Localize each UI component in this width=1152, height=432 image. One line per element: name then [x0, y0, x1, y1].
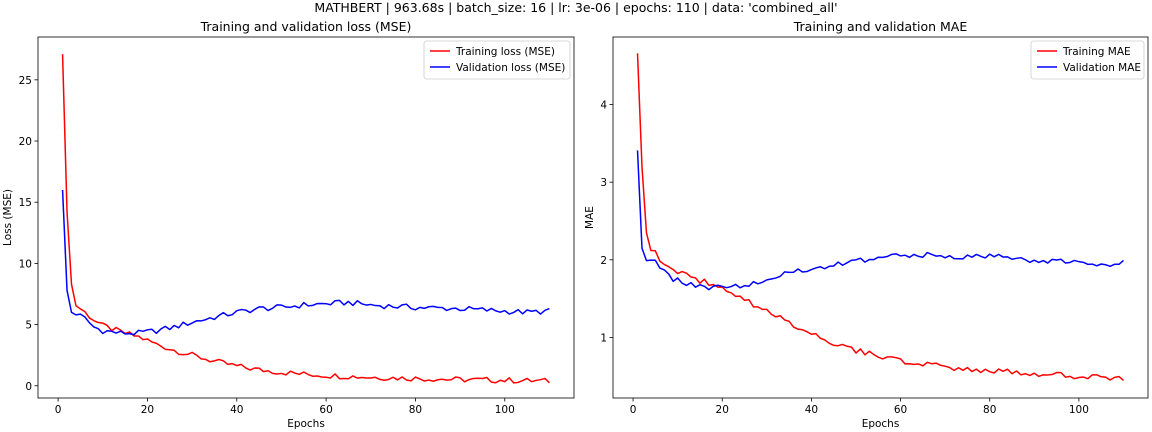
x-tick-label: 0 [55, 404, 62, 416]
x-tick-label: 60 [319, 404, 332, 416]
x-tick-label: 40 [805, 404, 818, 416]
y-tick-label: 20 [19, 136, 32, 148]
mae-subplot: Training and validation MAE 0 20 40 60 80 100 1… [584, 19, 1149, 430]
y-tick-label: 1 [600, 332, 607, 344]
axes-frame [37, 36, 575, 399]
x-tick-label: 100 [1069, 404, 1089, 416]
x-axis-label: Epochs [287, 418, 325, 430]
x-tick-label: 20 [716, 404, 729, 416]
y-tick-label: 0 [25, 381, 32, 393]
chart-title: Training and validation MAE [793, 19, 968, 34]
legend-label: Validation MAE [1063, 62, 1141, 74]
y-tick-label: 3 [600, 177, 607, 189]
x-tick-label: 100 [495, 404, 515, 416]
series-line-training [636, 53, 1124, 382]
y-tick-label: 4 [600, 100, 607, 112]
x-tick-label: 20 [141, 404, 154, 416]
legend-box [423, 40, 571, 80]
legend-label: Validation loss (MSE) [456, 62, 565, 74]
y-axis-label: MAE [584, 206, 596, 229]
x-tick-label: 40 [230, 404, 243, 416]
legend-label: Training MAE [1062, 46, 1131, 58]
y-tick-label: 2 [600, 255, 607, 267]
series-line-training [61, 54, 550, 384]
legend-label: Training loss (MSE) [455, 46, 555, 58]
chart-title: Training and validation loss (MSE) [200, 19, 412, 34]
series-line-validation [636, 150, 1124, 291]
x-tick-label: 60 [894, 404, 907, 416]
x-tick-label: 0 [630, 404, 637, 416]
y-tick-label: 10 [19, 258, 32, 270]
y-tick-label: 5 [25, 320, 32, 332]
legend-box [1030, 40, 1145, 80]
y-tick-label: 15 [19, 197, 32, 209]
x-tick-label: 80 [983, 404, 996, 416]
axes-frame [612, 36, 1149, 399]
x-tick-label: 80 [409, 404, 422, 416]
figure-suptitle: MATHBERT | 963.68s | batch_size: 16 | lr… [314, 0, 837, 15]
series-line-validation [61, 189, 550, 336]
y-tick-label: 25 [19, 75, 32, 87]
loss-subplot: Training and validation loss (MSE) 0 20 40 6… [2, 19, 575, 430]
x-axis-label: Epochs [862, 418, 900, 430]
y-axis-label: Loss (MSE) [2, 189, 14, 246]
